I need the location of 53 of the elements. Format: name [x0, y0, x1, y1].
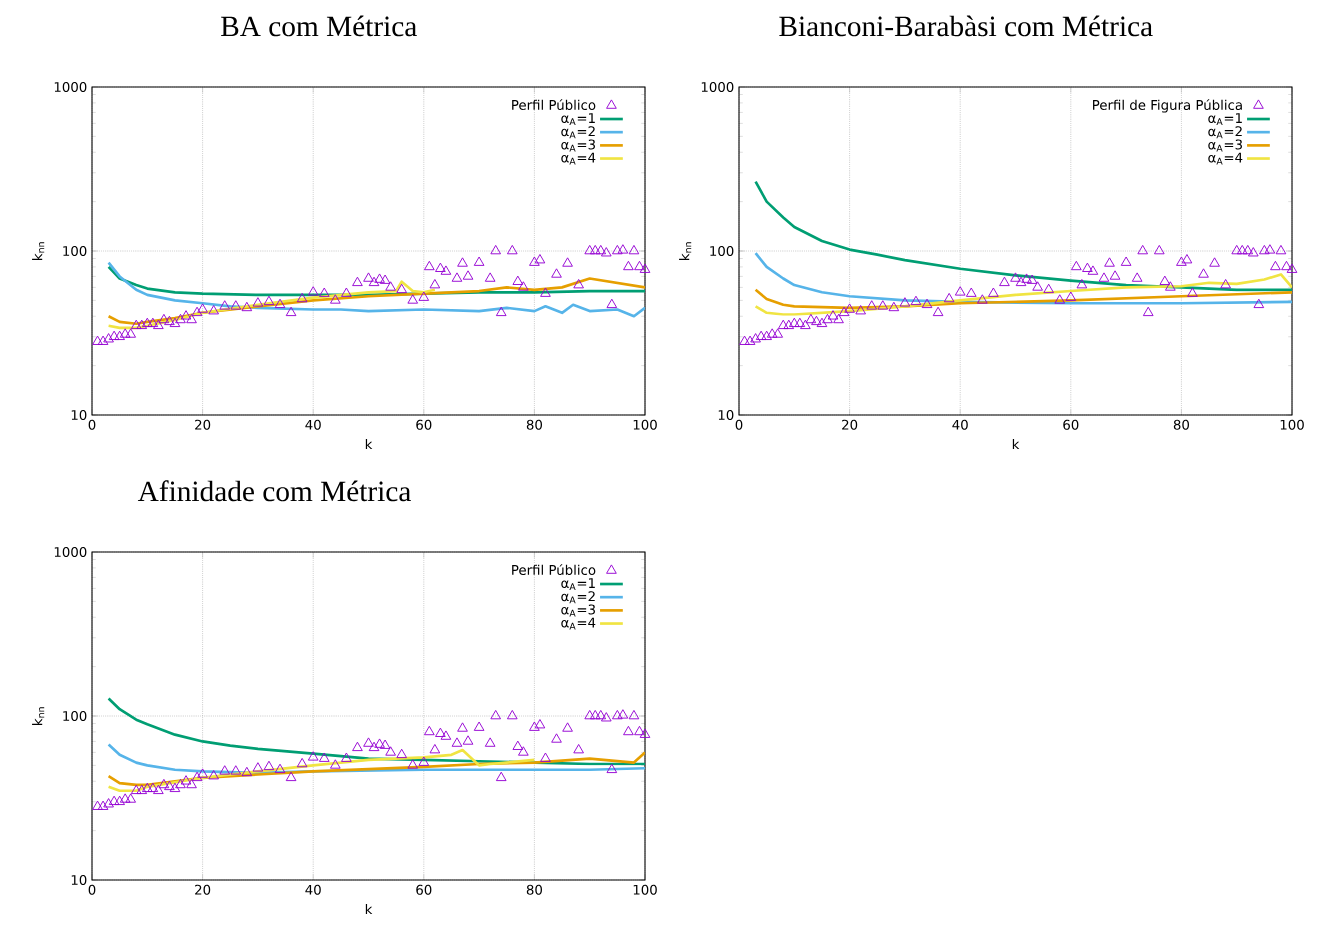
chart-title: Afinidade com Métrica [137, 480, 411, 502]
x-tick-label: 0 [88, 884, 96, 895]
y-tick-label: 100 [63, 710, 87, 722]
chart-title: Bianconi-Barabàsi com Métrica [779, 15, 1153, 37]
x-tick-label: 40 [305, 884, 321, 895]
x-tick-label: 100 [1280, 419, 1304, 430]
y-tick-label: 1000 [701, 81, 734, 93]
legend-label: α$_{A}$=3 [561, 604, 595, 617]
x-tick-label: 20 [195, 884, 211, 895]
legend-label: Perfil de Figura Pública [1093, 99, 1242, 113]
legend-label: α$_{A}$=3 [1208, 139, 1242, 152]
chart-title: BA com Métrica [221, 15, 417, 37]
y-tick-label: 1000 [54, 81, 87, 93]
line-series [754, 180, 1293, 292]
legend-label: α$_{A}$=1 [561, 113, 595, 126]
line-series [107, 261, 645, 318]
y-tick-label: 10 [718, 409, 734, 421]
legend-label: α$_{A}$=4 [561, 617, 596, 630]
x-tick-label: 60 [416, 419, 432, 430]
y-tick-label: 100 [63, 245, 87, 257]
x-tick-label: 20 [195, 419, 211, 430]
x-tick-label: 60 [416, 884, 432, 895]
y-axis-title: k$_{nn}$ [32, 707, 45, 725]
legend-label: α$_{A}$=1 [561, 578, 595, 591]
y-tick-label: 10 [71, 409, 87, 421]
legend-label: α$_{A}$=3 [561, 139, 595, 152]
x-tick-label: 80 [526, 419, 543, 430]
x-axis-title: k [365, 903, 373, 915]
legend-label: α$_{A}$=4 [1208, 152, 1243, 165]
y-tick-label: 1000 [54, 546, 87, 558]
x-tick-label: 60 [1063, 419, 1079, 430]
legend-label: α$_{A}$=1 [1208, 113, 1242, 126]
x-tick-label: 40 [305, 419, 321, 430]
y-axis-title: k$_{nn}$ [679, 242, 692, 260]
x-tick-label: 100 [633, 419, 657, 430]
legend-label: Perfil Público [512, 99, 596, 111]
x-tick-label: 80 [526, 884, 543, 895]
x-tick-label: 0 [735, 419, 743, 430]
x-axis-title: k [1012, 438, 1020, 450]
legend-label: α$_{A}$=2 [1208, 126, 1242, 139]
y-axis-title: k$_{nn}$ [32, 242, 45, 260]
y-tick-label: 100 [710, 245, 734, 257]
y-tick-label: 10 [71, 874, 87, 886]
x-axis-title: k [365, 438, 373, 450]
x-tick-label: 0 [88, 419, 96, 430]
x-tick-label: 40 [952, 419, 968, 430]
legend-label: α$_{A}$=2 [561, 126, 595, 139]
legend-label: Perfil Público [512, 564, 596, 576]
legend-label: α$_{A}$=4 [561, 152, 596, 165]
x-tick-label: 100 [633, 884, 657, 895]
legend-label: α$_{A}$=2 [561, 591, 595, 604]
x-tick-label: 20 [842, 419, 858, 430]
x-tick-label: 80 [1173, 419, 1190, 430]
